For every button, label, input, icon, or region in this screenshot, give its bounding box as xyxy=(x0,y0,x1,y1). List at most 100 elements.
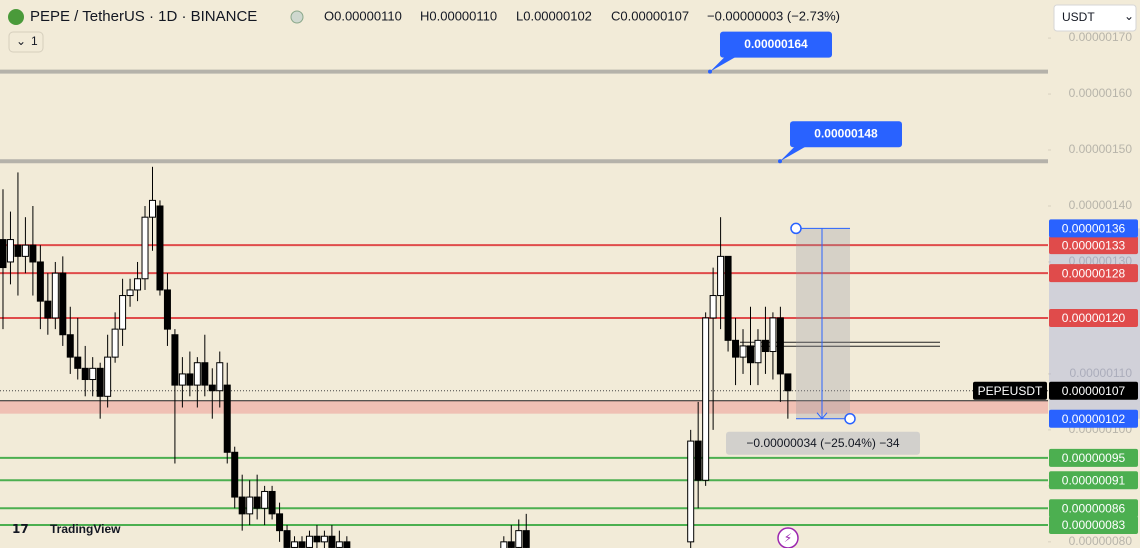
level-price-label-box xyxy=(1049,264,1138,283)
candle-body xyxy=(746,345,754,364)
candle-body xyxy=(268,490,276,515)
measure-arrowhead xyxy=(816,412,828,420)
ohlc-change: −0.00000003 (−2.73%) xyxy=(707,8,840,23)
callout-pointer xyxy=(710,55,738,72)
candle-body xyxy=(74,356,82,369)
symbol-icon xyxy=(8,9,24,25)
candle-body xyxy=(119,295,127,330)
candle-body xyxy=(193,362,201,386)
candle-body xyxy=(14,244,22,257)
candle-body xyxy=(148,199,156,218)
candle-body xyxy=(732,339,740,358)
ohlc-close: C0.00000107 xyxy=(611,8,689,23)
callout-label: 0.00000164 xyxy=(744,37,808,51)
level-price-label: 0.00000120 xyxy=(1062,311,1126,325)
candle-body xyxy=(81,367,89,381)
symbol-tag-box xyxy=(973,381,1047,400)
callout-anchor xyxy=(708,69,712,74)
symbol-title[interactable]: PEPE / TetherUS · 1D · BINANCE xyxy=(30,8,257,25)
candle-body xyxy=(134,278,142,291)
measure-to-label: 0.00000102 xyxy=(1062,412,1126,426)
candle-body xyxy=(291,541,299,548)
candle-body xyxy=(29,244,37,263)
select-arrow: ⌄ xyxy=(1124,9,1134,23)
level-price-label-box xyxy=(1049,471,1138,490)
level-price-label-box xyxy=(1049,308,1138,327)
candle-body xyxy=(126,289,134,297)
event-icon[interactable] xyxy=(777,527,799,548)
y-tick-label: 0.00000170 xyxy=(1069,30,1133,44)
y-tick-label: 0.00000160 xyxy=(1069,86,1133,100)
callout-anchor xyxy=(778,159,782,164)
candle-body xyxy=(6,239,14,263)
candle-body xyxy=(761,339,769,353)
plot-area: −0.00000034 (−25.04%) −34 xyxy=(0,69,1048,548)
level-price-label: 0.00000083 xyxy=(1062,518,1126,532)
candle-body xyxy=(246,496,254,515)
candle-body xyxy=(141,216,149,280)
level-price-label: 0.00000133 xyxy=(1062,238,1126,252)
last-price-label-box xyxy=(1049,381,1138,400)
candle-body xyxy=(171,334,179,386)
measure-handle xyxy=(790,222,802,235)
currency: USDT xyxy=(1062,10,1095,24)
candle-body xyxy=(186,373,194,386)
overlay: PEPE / TetherUS · 1D · BINANCE O0.000001… xyxy=(8,4,1137,548)
ohlc-low: L0.00000102 xyxy=(516,8,592,23)
chevron: ⌄ xyxy=(16,34,26,48)
y-tick-label: 0.00000150 xyxy=(1069,142,1133,156)
candle-body xyxy=(59,272,67,336)
measure-from-label: 0.00000136 xyxy=(1062,222,1126,236)
measure-to-label-box xyxy=(1049,409,1138,428)
candle-body xyxy=(739,345,747,358)
badge-count: 1 xyxy=(31,34,38,48)
candle-body xyxy=(776,317,784,375)
price-axis: 0.000000800.000000900.000001000.00000110… xyxy=(973,30,1140,548)
callout-box xyxy=(790,121,902,148)
level-price-label-box xyxy=(1049,448,1138,467)
callout-box xyxy=(720,31,832,58)
candle-body xyxy=(522,530,530,548)
candle-body xyxy=(104,356,112,397)
candle-body xyxy=(238,496,246,515)
event-glyph: ⚡ xyxy=(784,531,792,545)
badge-box[interactable] xyxy=(8,31,44,53)
y-tick-label: 0.00000080 xyxy=(1069,534,1133,548)
logo-mark: 𝟭𝟳 xyxy=(12,522,29,536)
candle-body xyxy=(343,541,351,548)
candle-body xyxy=(201,362,209,386)
status-icon xyxy=(290,10,304,24)
candle-body xyxy=(717,255,725,297)
measure-handle xyxy=(844,412,856,425)
candle-body xyxy=(208,384,216,392)
candle-body xyxy=(709,295,717,319)
currency-select[interactable] xyxy=(1053,4,1137,32)
level-price-label-box xyxy=(1049,516,1138,535)
candle-body xyxy=(178,373,186,386)
branding: TradingView xyxy=(50,522,121,536)
candle-body xyxy=(283,530,291,548)
candle-body xyxy=(724,255,732,341)
callout-pointer xyxy=(780,145,808,162)
candle-body xyxy=(313,535,321,543)
candle-body xyxy=(305,535,313,548)
candle-body xyxy=(51,272,59,319)
candle-body xyxy=(44,300,52,319)
candle-body xyxy=(111,328,119,358)
last-price-label: 0.00000107 xyxy=(1062,384,1126,398)
candle-body xyxy=(687,440,695,543)
level-price-label: 0.00000086 xyxy=(1062,501,1126,515)
candle-body xyxy=(89,367,97,381)
candle-body xyxy=(784,373,792,392)
candle-body xyxy=(223,384,231,453)
measure-label: −0.00000034 (−25.04%) −34 xyxy=(746,436,899,450)
level-price-label-box xyxy=(1049,236,1138,255)
candle-body xyxy=(515,530,523,548)
candle-body xyxy=(320,535,328,543)
candle-body xyxy=(754,339,762,364)
candle-body xyxy=(231,451,239,498)
candle-body xyxy=(500,541,508,548)
candle-body xyxy=(694,440,702,481)
candle-body xyxy=(507,541,515,548)
